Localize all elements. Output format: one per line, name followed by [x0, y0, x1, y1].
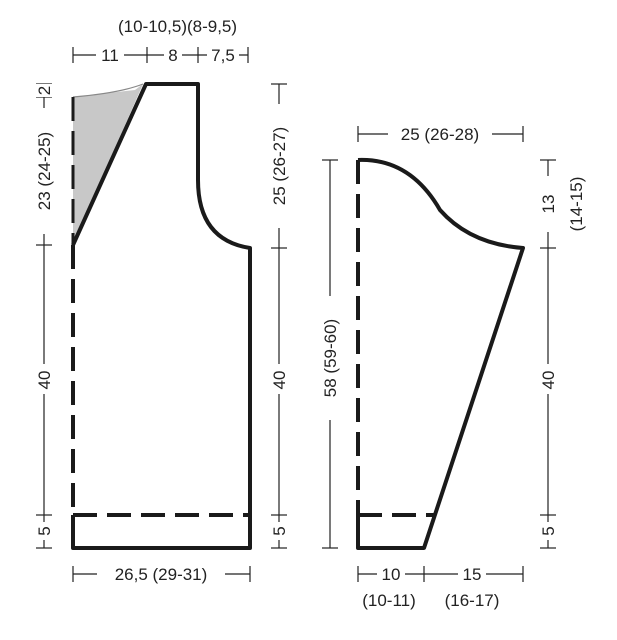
- body-right-armhole-height: 25 (26-27): [270, 127, 289, 205]
- sleeve-right-dimensions: 13 (14-15) 40 5: [538, 159, 586, 549]
- body-left-top-height: 2: [35, 86, 54, 95]
- body-right-body-height: 40: [270, 371, 289, 390]
- sleeve-body-height: 40: [539, 371, 558, 390]
- body-left-body-height: 40: [35, 371, 54, 390]
- label-bg: [34, 522, 54, 540]
- body-bottom-width: 26,5 (29-31): [115, 565, 208, 584]
- body-left-dimensions: 2 23 (24-25) 40 5: [34, 83, 54, 549]
- label-bg: [538, 522, 558, 540]
- body-top-dimensions: (10-10,5)(8-9,5) 11 8 7,5: [72, 17, 249, 65]
- sleeve-piece: [356, 157, 525, 550]
- label-bg: [34, 364, 54, 394]
- body-top-heading: (10-10,5)(8-9,5): [118, 17, 237, 36]
- sleeve-cap-height-sizes: (14-15): [567, 177, 586, 232]
- sleeve-rib-height: 5: [539, 526, 558, 535]
- body-top-left-width: 11: [101, 46, 119, 65]
- label-bg: [34, 108, 54, 234]
- sleeve-outline: [356, 157, 525, 550]
- sleeve-full-length: 58 (59-60): [321, 319, 340, 397]
- sleeve-bottom-dimensions: 10 (10-11) 15 (16-17): [357, 563, 524, 610]
- sleeve-top-dimension: 25 (26-28): [357, 123, 524, 144]
- body-top-middle-width: 8: [168, 46, 177, 65]
- label-bg: [34, 84, 54, 97]
- label-bg: [96, 44, 124, 64]
- sleeve-top-width: 25 (26-28): [401, 125, 479, 144]
- body-outline: [71, 82, 252, 550]
- label-bg: [377, 563, 405, 583]
- sleeve-bottom-left-width-sizes: (10-11): [362, 591, 416, 610]
- sleeve-bottom-right-width-sizes: (16-17): [445, 591, 500, 610]
- sleeve-bottom-left-width: 10: [382, 565, 401, 584]
- body-bottom-dimension: 26,5 (29-31): [72, 563, 251, 584]
- label-bg: [538, 176, 558, 232]
- label-bg: [164, 44, 182, 64]
- sleeve-bottom-right-width: 15: [463, 565, 482, 584]
- body-piece: [71, 82, 252, 550]
- body-left-rib-height: 5: [35, 526, 54, 535]
- label-bg: [207, 44, 239, 64]
- sleeve-length-dimension: 58 (59-60): [320, 159, 340, 549]
- label-bg: [538, 364, 558, 394]
- body-right-dimensions: 25 (26-27) 40 5: [269, 83, 289, 549]
- body-top-right-width: 7,5: [211, 46, 235, 65]
- label-bg: [320, 296, 340, 420]
- body-left-shoulder-height: 23 (24-25): [35, 132, 54, 210]
- shoulder-top-edge: [72, 83, 144, 98]
- label-bg: [388, 123, 492, 143]
- label-bg: [269, 522, 289, 540]
- body-right-rib-height: 5: [270, 526, 289, 535]
- label-bg: [458, 563, 486, 583]
- sleeve-cap-height: 13: [539, 195, 558, 214]
- label-bg: [97, 563, 225, 583]
- label-bg: [269, 364, 289, 394]
- label-bg: [269, 104, 289, 228]
